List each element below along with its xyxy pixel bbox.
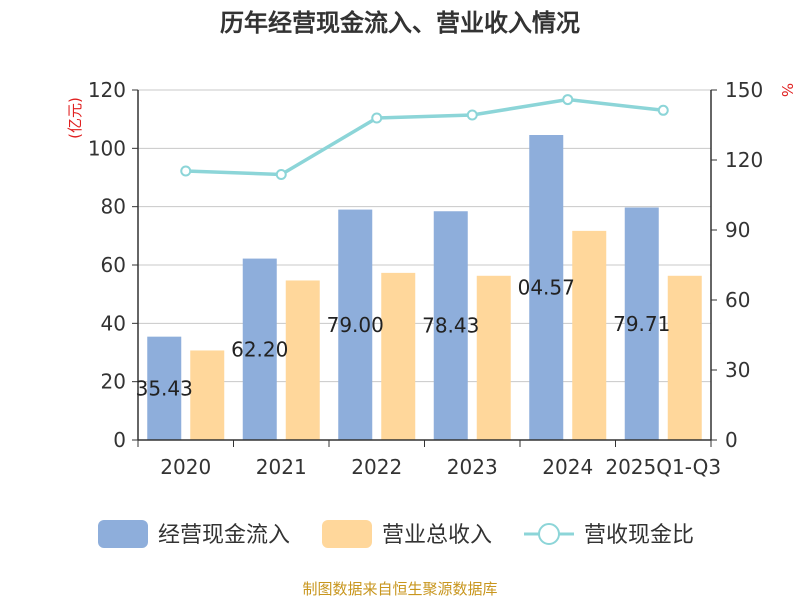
legend-marker — [538, 523, 560, 545]
data-source-footer: 制图数据来自恒生聚源数据库 — [302, 580, 497, 598]
x-tick-label: 2022 — [351, 455, 402, 479]
y-left-tick-label: 60 — [101, 253, 126, 277]
y-left-tick-label: 40 — [101, 311, 126, 335]
legend-label: 营收现金比 — [584, 523, 694, 548]
bar — [476, 275, 511, 440]
bar — [190, 350, 225, 440]
line-point — [657, 104, 669, 116]
line-point — [562, 94, 574, 106]
y-right-tick-label: 120 — [725, 148, 763, 172]
legend-swatch — [322, 520, 372, 548]
line-point — [466, 109, 478, 121]
y-right-tick-label: 0 — [725, 428, 738, 452]
data-labels-group: 35.43 62.20 79.00 78.43 04.57 79.71 — [136, 276, 671, 401]
y-left-tick-label: 80 — [101, 195, 126, 219]
bar — [242, 258, 277, 440]
data-label: 79.00 — [327, 313, 384, 337]
line-point — [180, 165, 192, 177]
bar — [667, 275, 702, 440]
grid-lines — [138, 89, 711, 383]
data-label: 04.57 — [518, 276, 575, 300]
x-tick-label: 2023 — [447, 455, 498, 479]
data-label: 78.43 — [422, 314, 479, 338]
bar — [285, 280, 320, 440]
y-right-unit-label: % — [778, 83, 796, 97]
bar — [147, 336, 182, 440]
x-tick-label: 2021 — [256, 455, 307, 479]
bar — [381, 272, 416, 440]
bar — [433, 211, 468, 440]
y-left-unit-label: (亿元) — [66, 97, 84, 139]
line-series — [185, 97, 664, 177]
y-left-tick-label: 0 — [113, 428, 126, 452]
x-tick-label: 2020 — [160, 455, 211, 479]
data-label: 79.71 — [613, 312, 670, 336]
bars-group — [147, 135, 702, 441]
y-right-tick-label: 150 — [725, 78, 763, 102]
legend: 经营现金流入 营业总收入 营收现金比 — [98, 520, 694, 548]
y-left-tick-label: 100 — [88, 136, 126, 160]
line-series-group — [180, 94, 669, 180]
y-right-tick-label: 60 — [725, 288, 750, 312]
bar — [529, 135, 564, 441]
legend-swatch — [98, 520, 148, 548]
line-point — [371, 112, 383, 124]
y-right-tick-label: 30 — [725, 358, 750, 382]
bar — [338, 209, 373, 440]
data-label: 35.43 — [136, 376, 193, 400]
x-tick-label: 2025Q1-Q3 — [605, 455, 721, 479]
y-left-tick-label: 20 — [101, 370, 126, 394]
axes-group: 0 20 40 60 80 100 120 0 30 60 90 120 150 (亿元)% 2020 202… — [66, 78, 796, 479]
y-left-tick-label: 120 — [88, 78, 126, 102]
bar — [624, 207, 659, 440]
chart-title: 历年经营现金流入、营业收入情况 — [220, 9, 580, 37]
legend-label: 经营现金流入 — [158, 523, 290, 548]
y-right-tick-label: 90 — [725, 218, 750, 242]
legend-label: 营业总收入 — [382, 523, 492, 548]
x-tick-label: 2024 — [542, 455, 593, 479]
line-point — [275, 168, 287, 180]
bar — [572, 230, 607, 440]
data-label: 62.20 — [231, 337, 288, 361]
